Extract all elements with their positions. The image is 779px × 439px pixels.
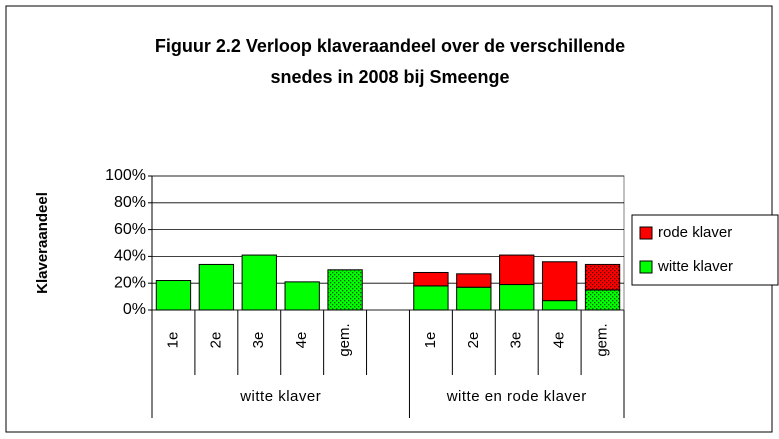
bar-pattern xyxy=(327,269,363,310)
bar xyxy=(413,271,449,287)
chart-title: snedes in 2008 bij Smeenge xyxy=(270,67,509,87)
legend-label: rode klaver xyxy=(658,224,732,241)
y-tick-label: 80% xyxy=(114,194,146,211)
x-tick-label: 3e xyxy=(250,332,267,349)
x-tick-label: 1e xyxy=(422,332,439,349)
legend xyxy=(631,214,779,286)
group-label: witte klaver xyxy=(239,388,321,405)
y-tick-label: 20% xyxy=(114,274,146,291)
y-tick-label: 40% xyxy=(114,248,146,265)
x-tick-label: 1e xyxy=(164,332,181,349)
x-tick-label: 4e xyxy=(551,332,568,349)
bar xyxy=(541,261,578,302)
bar xyxy=(456,286,492,311)
bar xyxy=(456,273,492,288)
legend-swatch xyxy=(639,260,653,274)
bar xyxy=(241,254,277,311)
bar xyxy=(284,281,320,311)
y-tick-label: 60% xyxy=(114,221,146,238)
chart-title: Figuur 2.2 Verloop klaveraandeel over de… xyxy=(155,36,625,56)
x-tick-label: gem. xyxy=(336,323,353,356)
legend-swatch xyxy=(639,226,653,240)
x-tick-label: gem. xyxy=(594,323,611,356)
x-tick-label: 3e xyxy=(508,332,525,349)
bar-pattern xyxy=(585,289,620,310)
bar xyxy=(499,284,535,311)
bar xyxy=(499,254,535,286)
bar-pattern xyxy=(585,264,620,290)
bar xyxy=(198,263,235,311)
x-tick-label: 2e xyxy=(207,332,224,349)
group-label: witte en rode klaver xyxy=(446,388,587,405)
y-axis-label: Klaveraandeel xyxy=(34,192,51,294)
x-tick-label: 4e xyxy=(293,332,310,349)
bar xyxy=(413,285,449,311)
y-tick-label: 0% xyxy=(123,301,146,318)
bar xyxy=(541,300,578,311)
x-tick-label: 2e xyxy=(465,332,482,349)
legend-label: witte klaver xyxy=(657,258,733,275)
bar xyxy=(155,280,192,311)
y-tick-label: 100% xyxy=(105,167,146,184)
